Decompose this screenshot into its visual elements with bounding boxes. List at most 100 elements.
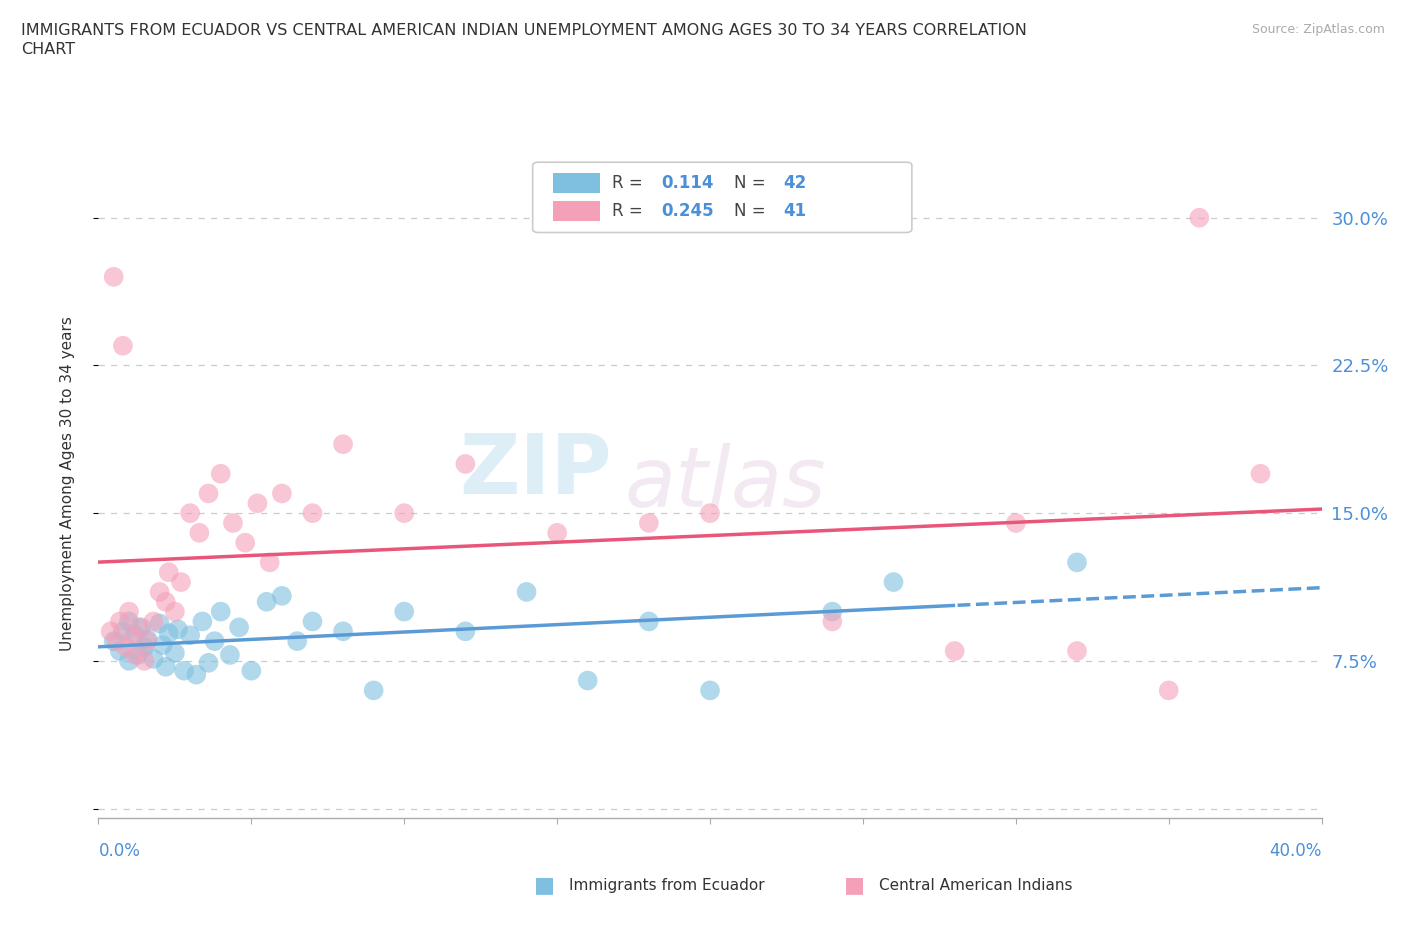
FancyBboxPatch shape [533,162,912,232]
Point [186,667,208,682]
Text: ■: ■ [844,875,865,896]
Point [332,437,354,452]
Point [209,604,232,619]
Point [1188,210,1211,225]
Point [105,633,128,648]
Point [149,584,172,599]
Point [142,651,165,666]
Point [124,647,146,662]
Point [1157,683,1180,698]
Point [191,614,214,629]
Point [285,633,308,648]
Point [108,614,131,629]
Point [155,594,177,609]
Point [332,624,354,639]
Point [121,628,143,643]
Point [188,525,211,540]
Point [270,589,292,604]
Point [111,339,134,353]
Point [134,640,156,655]
Bar [554,201,600,221]
Point [209,466,232,481]
Text: 0.0%: 0.0% [98,842,141,860]
Point [1066,555,1088,570]
Point [118,654,141,669]
Point [240,663,263,678]
Point [943,644,966,658]
Text: CHART: CHART [21,42,75,57]
Point [454,457,477,472]
Point [127,647,149,662]
Point [246,496,269,511]
Point [228,620,250,635]
Point [103,633,125,648]
Point [256,594,278,609]
Text: N =: N = [734,202,772,220]
Text: R =: R = [612,174,648,192]
Text: Source: ZipAtlas.com: Source: ZipAtlas.com [1251,23,1385,36]
Point [163,645,186,660]
Text: 41: 41 [783,202,807,220]
Point [1066,644,1088,658]
Point [363,683,385,698]
Text: 42: 42 [783,174,807,192]
Point [699,506,721,521]
Point [142,614,165,629]
Point [163,604,186,619]
Point [699,683,721,698]
Point [157,565,180,579]
Point [170,575,193,590]
Point [637,614,661,629]
Point [127,620,149,635]
Point [179,506,201,521]
Point [204,633,226,648]
Point [576,673,599,688]
Point [124,628,146,643]
Point [149,616,172,631]
Point [270,486,292,501]
Text: ■: ■ [534,875,555,896]
Point [259,555,281,570]
Point [111,624,134,639]
Point [219,647,242,662]
Text: 0.245: 0.245 [661,202,714,220]
Y-axis label: Unemployment Among Ages 30 to 34 years: Unemployment Among Ages 30 to 34 years [60,316,75,651]
Text: Central American Indians: Central American Indians [879,878,1073,893]
Point [167,622,190,637]
Point [637,515,661,530]
Point [173,663,195,678]
Point [197,656,219,671]
Point [516,584,538,599]
Point [546,525,568,540]
Point [821,604,844,619]
Point [157,626,180,641]
Text: R =: R = [612,202,648,220]
Point [136,631,159,646]
Point [152,638,174,653]
Point [118,614,141,629]
Point [108,644,131,658]
Point [233,536,256,551]
Point [454,624,477,639]
Text: 40.0%: 40.0% [1270,842,1322,860]
Point [1004,515,1026,530]
Point [197,486,219,501]
Text: atlas: atlas [624,443,827,525]
Point [392,506,416,521]
Point [1249,466,1271,481]
Point [155,659,177,674]
Point [821,614,844,629]
Point [301,506,323,521]
Point [301,614,323,629]
Point [392,604,416,619]
Text: 0.114: 0.114 [661,174,714,192]
Text: N =: N = [734,174,772,192]
Point [118,604,141,619]
Point [134,654,156,669]
Point [100,624,122,639]
Point [136,633,159,648]
Point [179,628,201,643]
Text: Immigrants from Ecuador: Immigrants from Ecuador [569,878,765,893]
Point [115,640,138,655]
Text: ZIP: ZIP [460,430,612,511]
